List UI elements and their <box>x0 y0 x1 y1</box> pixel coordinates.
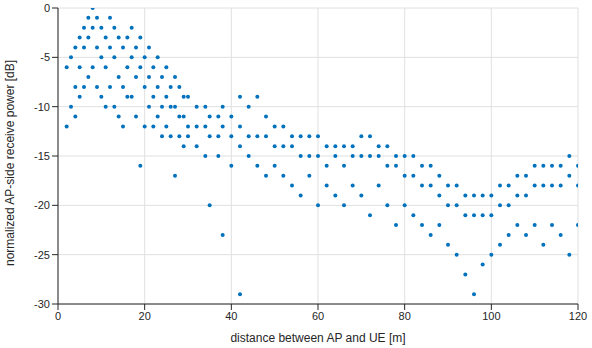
svg-text:20: 20 <box>139 310 151 322</box>
svg-text:0: 0 <box>44 2 50 14</box>
svg-text:distance between AP and UE [m]: distance between AP and UE [m] <box>230 331 405 345</box>
svg-text:-30: -30 <box>34 298 50 310</box>
svg-text:normalized AP-side receive pow: normalized AP-side receive power [dB] <box>8 60 17 266</box>
svg-text:-10: -10 <box>34 101 50 113</box>
svg-text:80: 80 <box>399 310 411 322</box>
svg-text:100: 100 <box>482 310 500 322</box>
svg-text:-20: -20 <box>34 199 50 211</box>
svg-text:-5: -5 <box>40 51 50 63</box>
svg-text:-25: -25 <box>34 249 50 261</box>
svg-text:0: 0 <box>55 310 61 322</box>
svg-text:120: 120 <box>569 310 584 322</box>
svg-text:-15: -15 <box>34 150 50 162</box>
svg-text:60: 60 <box>312 310 324 322</box>
svg-text:40: 40 <box>225 310 237 322</box>
